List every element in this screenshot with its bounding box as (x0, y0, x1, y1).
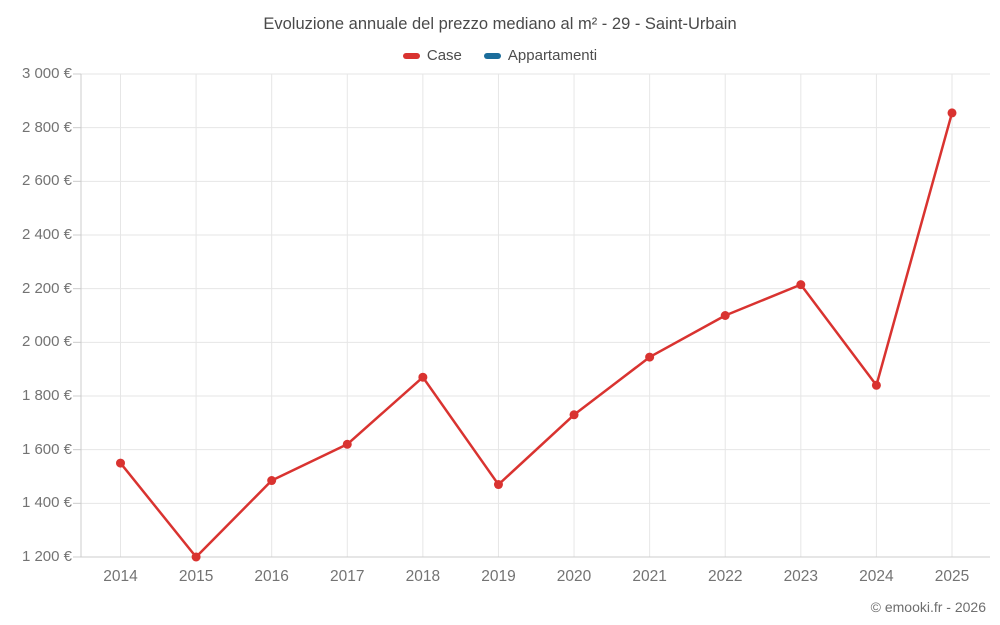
x-axis-label-2024: 2024 (859, 568, 894, 585)
chart-title: Evoluzione annuale del prezzo mediano al… (263, 15, 737, 33)
x-axis-label-2018: 2018 (405, 568, 441, 585)
x-axis-label-2016: 2016 (254, 568, 289, 585)
y-axis-label: 2 000 € (21, 333, 72, 351)
credit-link[interactable]: © emooki.fr - 2026 (870, 599, 986, 615)
data-point-case-2023[interactable] (796, 280, 806, 290)
x-axis-label-2017: 2017 (330, 568, 365, 585)
y-axis-label: 2 600 € (21, 172, 72, 190)
x-axis-label-2015: 2015 (178, 568, 214, 585)
x-axis-label-2020: 2020 (556, 568, 592, 585)
data-point-case-2017[interactable] (342, 439, 352, 449)
data-point-case-2016[interactable] (267, 476, 277, 486)
x-axis-label-2019: 2019 (481, 568, 516, 585)
legend-marker-appartamenti (483, 52, 501, 59)
data-point-case-2022[interactable] (720, 311, 730, 320)
legend: Case Appartamenti (0, 47, 1000, 64)
y-axis-label: 2 800 € (21, 118, 72, 136)
data-point-case-2015[interactable] (191, 552, 201, 562)
y-axis-label: 1 400 € (21, 494, 72, 512)
y-axis-label: 1 800 € (21, 387, 72, 404)
legend-label-appartamenti: Appartamenti (507, 47, 598, 64)
y-axis-label: 1 200 € (21, 548, 72, 565)
series-line-case (119, 111, 954, 559)
legend-label-case: Case (426, 47, 462, 64)
data-point-case-2014[interactable] (116, 458, 125, 468)
x-axis-label-2022: 2022 (707, 568, 743, 585)
data-point-case-2024[interactable] (871, 380, 881, 390)
data-point-case-2021[interactable] (645, 352, 655, 362)
x-axis-label-2014: 2014 (103, 568, 138, 585)
legend-item-appartamenti[interactable]: Appartamenti (483, 47, 598, 64)
data-point-case-2019[interactable] (493, 480, 503, 490)
x-axis-label-2021: 2021 (632, 568, 667, 585)
legend-item-case[interactable]: Case (402, 47, 462, 64)
legend-marker-case (402, 52, 420, 59)
x-axis-label-2025: 2025 (934, 568, 970, 585)
y-axis-label: 1 600 € (21, 440, 72, 458)
data-point-case-2018[interactable] (418, 372, 428, 382)
y-axis-label: 3 000 € (21, 65, 72, 82)
data-point-case-2020[interactable] (569, 410, 579, 420)
y-axis-label: 2 400 € (21, 226, 72, 243)
x-axis-label-2023: 2023 (783, 568, 819, 585)
y-axis-label: 2 200 € (21, 279, 72, 297)
data-point-case-2025[interactable] (947, 108, 957, 118)
